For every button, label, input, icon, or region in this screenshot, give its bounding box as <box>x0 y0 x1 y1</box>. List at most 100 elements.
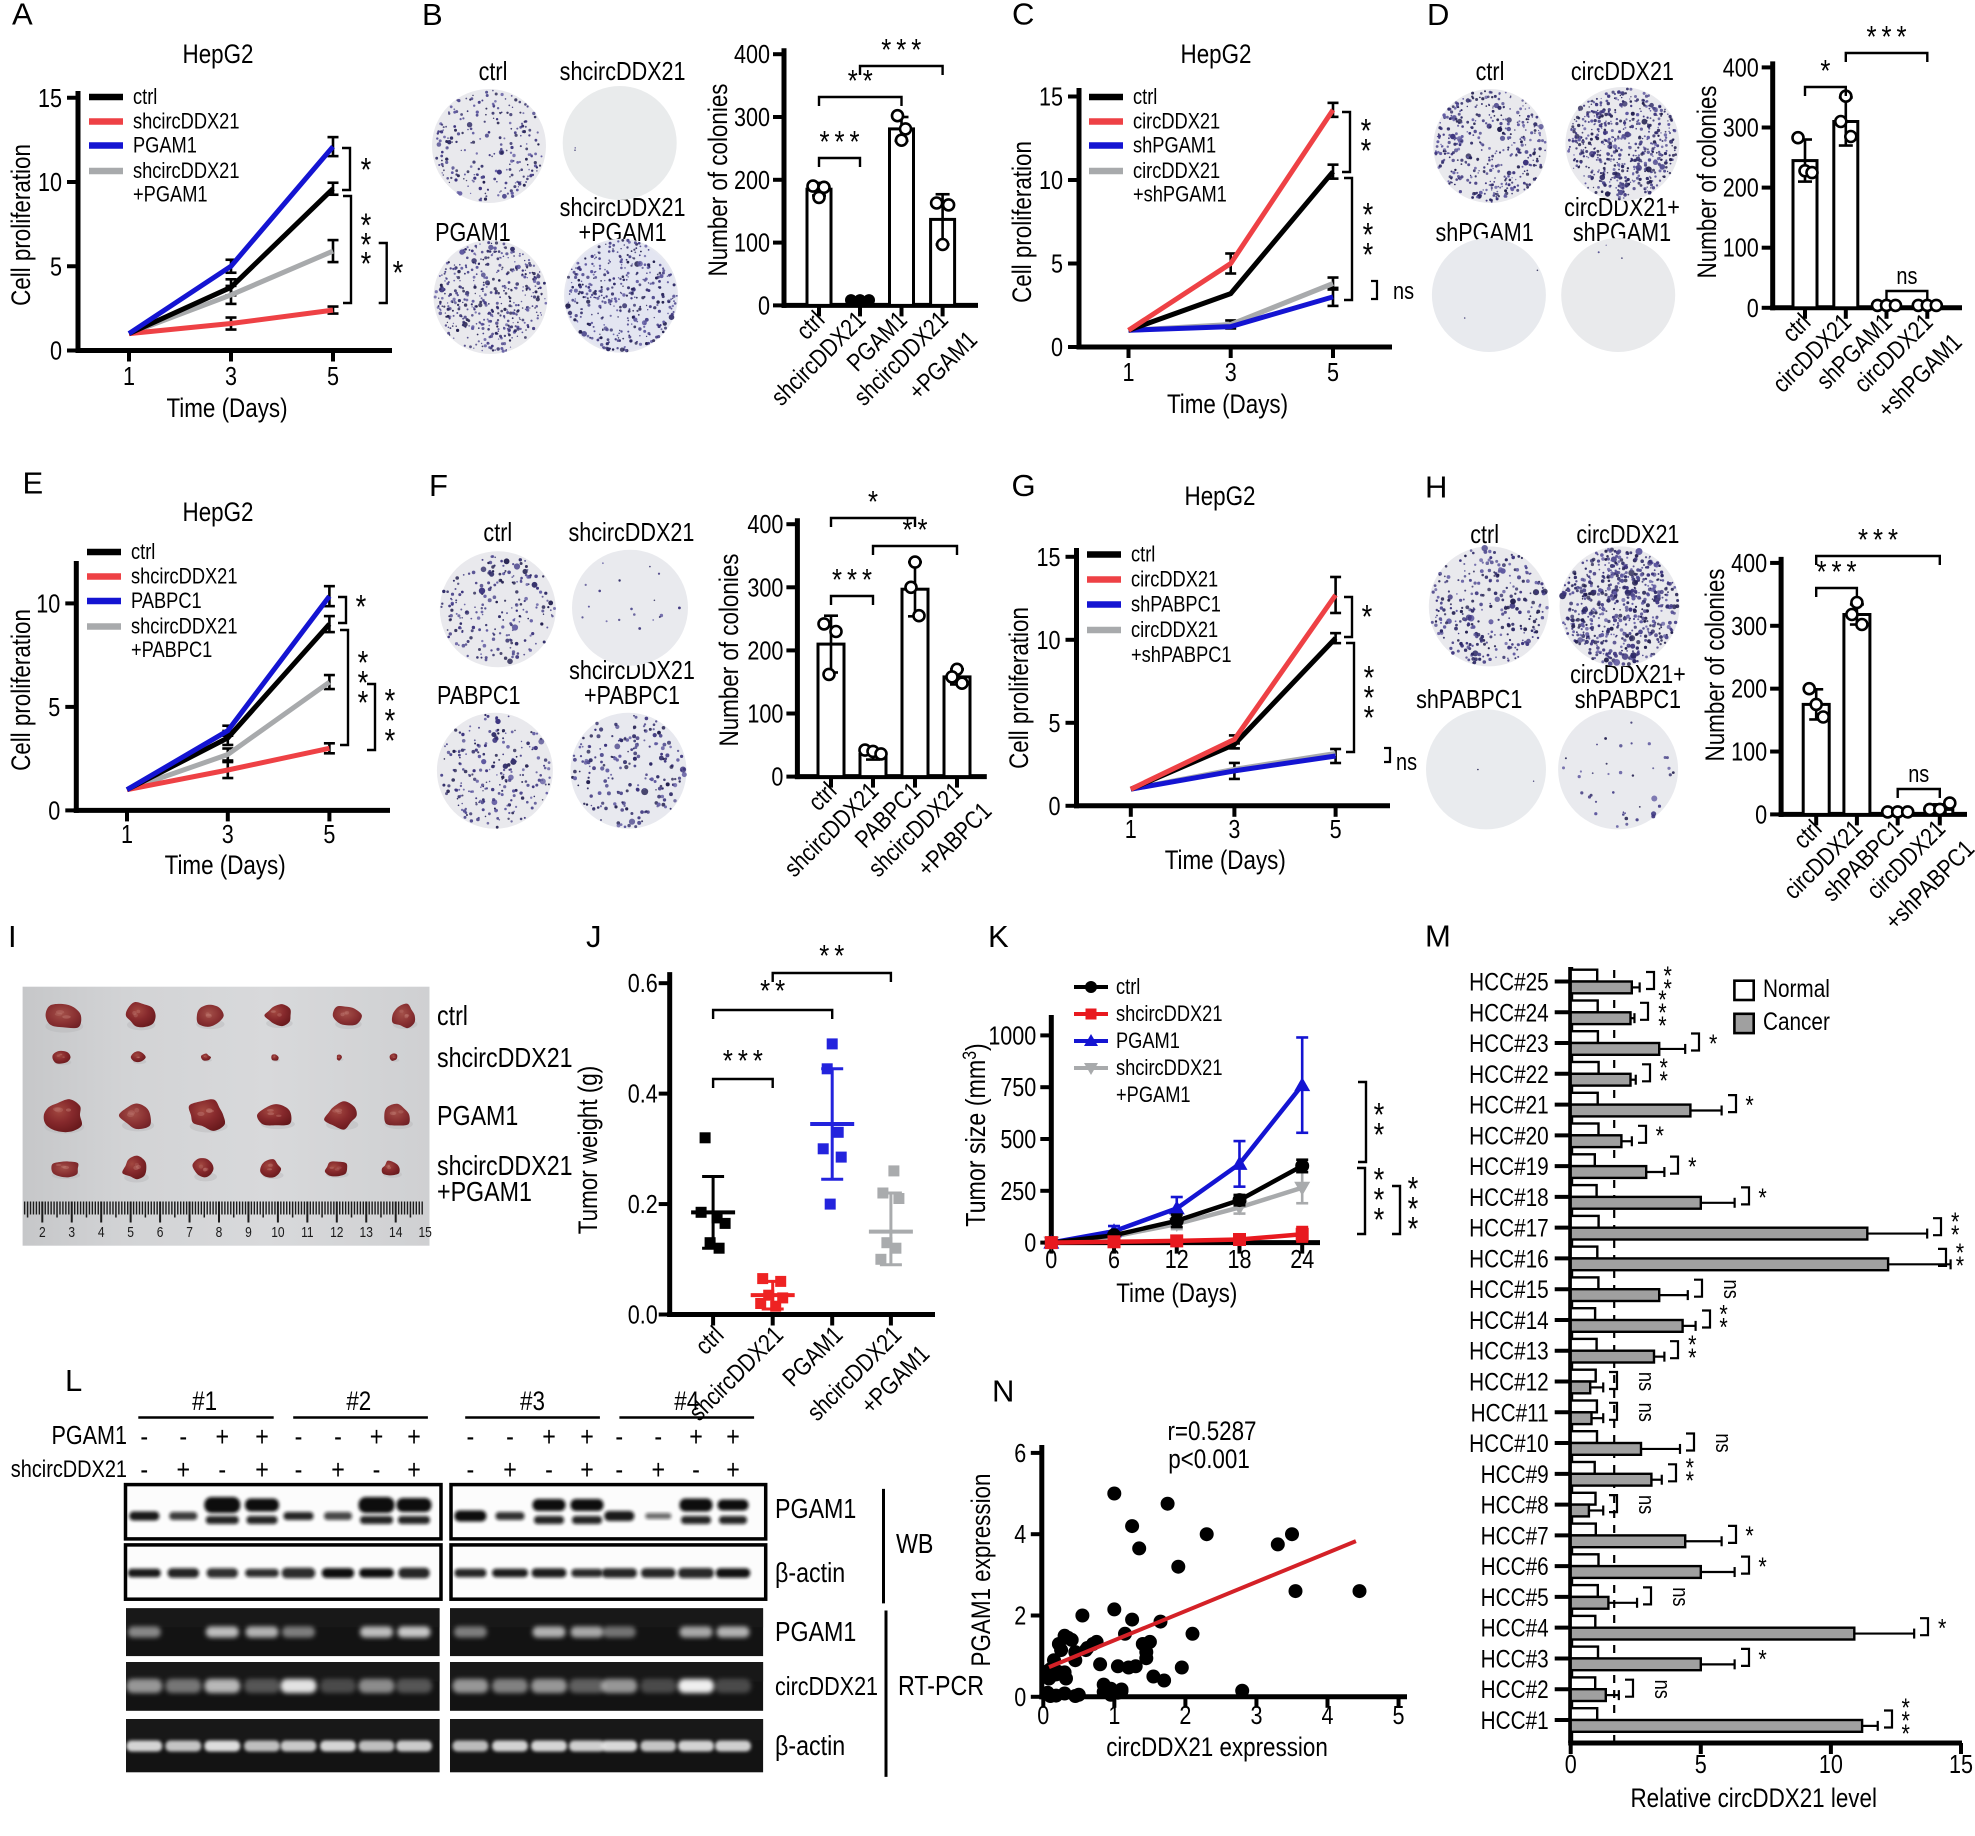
svg-text:-: - <box>506 1422 514 1452</box>
svg-text:PGAM1: PGAM1 <box>1116 1030 1180 1054</box>
svg-text:5: 5 <box>1695 1750 1707 1779</box>
svg-text:HCC#12: HCC#12 <box>1469 1368 1549 1396</box>
svg-text:*: * <box>1364 661 1375 697</box>
svg-text:18: 18 <box>1227 1245 1251 1274</box>
svg-text:D: D <box>1427 0 1449 32</box>
svg-text:*: * <box>1758 1183 1766 1212</box>
svg-text:C: C <box>1012 0 1034 32</box>
svg-text:*: * <box>1817 555 1827 590</box>
svg-text:13: 13 <box>360 1224 373 1240</box>
svg-text:-: - <box>692 1455 700 1485</box>
svg-text:2: 2 <box>1179 1701 1191 1730</box>
svg-text:PGAM1: PGAM1 <box>133 134 197 158</box>
svg-text:*: * <box>1408 1212 1419 1248</box>
svg-text:+: + <box>407 1455 421 1485</box>
svg-text:*: * <box>1902 1719 1910 1748</box>
svg-text:Time (Days): Time (Days) <box>165 851 286 880</box>
svg-text:*: * <box>1719 1313 1727 1342</box>
svg-text:circDDX21: circDDX21 <box>1131 568 1218 592</box>
svg-text:+PGAM1: +PGAM1 <box>437 1177 532 1207</box>
svg-text:*: * <box>1364 701 1375 737</box>
svg-text:*: * <box>361 208 372 244</box>
svg-text:*: * <box>1951 1208 1959 1237</box>
svg-text:10: 10 <box>36 590 60 619</box>
svg-text:Cancer: Cancer <box>1763 1007 1830 1035</box>
svg-text:*: * <box>1686 1454 1694 1483</box>
svg-text:*: * <box>863 64 873 99</box>
svg-text:10: 10 <box>1037 626 1061 655</box>
svg-text:0: 0 <box>1014 1683 1026 1712</box>
svg-text:5: 5 <box>48 693 60 722</box>
svg-text:+: + <box>216 1422 230 1452</box>
svg-text:HCC#23: HCC#23 <box>1469 1029 1549 1057</box>
svg-text:A: A <box>12 0 33 32</box>
svg-text:WB: WB <box>896 1529 933 1559</box>
svg-text:1: 1 <box>1123 358 1135 387</box>
svg-text:24: 24 <box>1290 1245 1314 1274</box>
svg-text:HepG2: HepG2 <box>183 40 254 69</box>
svg-text:ctrl: ctrl <box>483 518 512 547</box>
svg-text:-: - <box>615 1422 623 1452</box>
svg-text:ns: ns <box>1634 1403 1658 1422</box>
svg-text:*: * <box>868 485 878 520</box>
svg-text:*: * <box>1658 986 1666 1015</box>
svg-text:*: * <box>1888 523 1898 558</box>
svg-text:PGAM1: PGAM1 <box>437 1101 518 1131</box>
svg-text:shcircDDX21: shcircDDX21 <box>560 57 686 86</box>
svg-text:*: * <box>834 939 844 974</box>
svg-text:300: 300 <box>1731 612 1767 641</box>
svg-text:1: 1 <box>1108 1701 1120 1730</box>
svg-text:*: * <box>1951 1221 1959 1250</box>
svg-text:Cell proliferation: Cell proliferation <box>7 609 36 771</box>
svg-text:K: K <box>988 919 1009 954</box>
svg-text:#2: #2 <box>346 1387 371 1416</box>
svg-text:15: 15 <box>38 84 62 113</box>
svg-text:*: * <box>1956 1238 1964 1267</box>
svg-text:Number of colonies: Number of colonies <box>1701 569 1730 762</box>
svg-text:*: * <box>1660 1054 1668 1083</box>
svg-text:+PGAM1: +PGAM1 <box>1116 1084 1191 1108</box>
svg-text:5: 5 <box>327 362 339 391</box>
svg-text:0: 0 <box>1051 333 1063 362</box>
svg-text:3: 3 <box>1250 1701 1262 1730</box>
svg-text:*: * <box>896 33 906 68</box>
svg-text:100: 100 <box>1723 234 1759 263</box>
svg-text:p<0.001: p<0.001 <box>1168 1445 1250 1474</box>
svg-text:PGAM1: PGAM1 <box>775 1494 856 1524</box>
svg-text:100: 100 <box>734 229 770 258</box>
svg-text:*: * <box>1374 1203 1385 1239</box>
svg-text:ns: ns <box>1634 1372 1658 1391</box>
svg-text:3: 3 <box>68 1224 75 1240</box>
svg-text:300: 300 <box>747 573 783 602</box>
svg-text:3: 3 <box>222 820 234 849</box>
svg-text:*: * <box>848 64 858 99</box>
svg-text:6: 6 <box>1014 1439 1026 1468</box>
svg-text:400: 400 <box>734 40 770 69</box>
svg-text:Tumor size (mm3): Tumor size (mm3) <box>959 1043 992 1226</box>
svg-text:10: 10 <box>1819 1750 1843 1779</box>
svg-text:5: 5 <box>323 820 335 849</box>
svg-text:1: 1 <box>123 362 135 391</box>
svg-text:*: * <box>738 1044 748 1079</box>
svg-text:12: 12 <box>1165 1245 1189 1274</box>
svg-text:0.2: 0.2 <box>628 1190 658 1219</box>
svg-text:-: - <box>140 1455 148 1485</box>
svg-text:400: 400 <box>1731 549 1767 578</box>
svg-text:3: 3 <box>225 362 237 391</box>
svg-text:shcircDDX21: shcircDDX21 <box>11 1455 127 1482</box>
svg-text:*: * <box>358 646 369 682</box>
svg-text:L: L <box>65 1363 82 1398</box>
svg-text:+shPABPC1: +shPABPC1 <box>1131 644 1232 668</box>
svg-text:*: * <box>1956 1251 1964 1280</box>
svg-text:HCC#7: HCC#7 <box>1481 1522 1549 1550</box>
svg-text:ctrl: ctrl <box>133 86 157 110</box>
svg-text:*: * <box>356 590 367 626</box>
svg-text:0: 0 <box>771 763 783 792</box>
svg-text:10: 10 <box>38 168 62 197</box>
svg-text:*: * <box>760 974 770 1009</box>
svg-text:RT-PCR: RT-PCR <box>898 1671 984 1701</box>
svg-text:-: - <box>295 1455 303 1485</box>
svg-text:*: * <box>1897 20 1907 55</box>
svg-text:*: * <box>1363 238 1374 274</box>
svg-text:*: * <box>1902 1693 1910 1722</box>
